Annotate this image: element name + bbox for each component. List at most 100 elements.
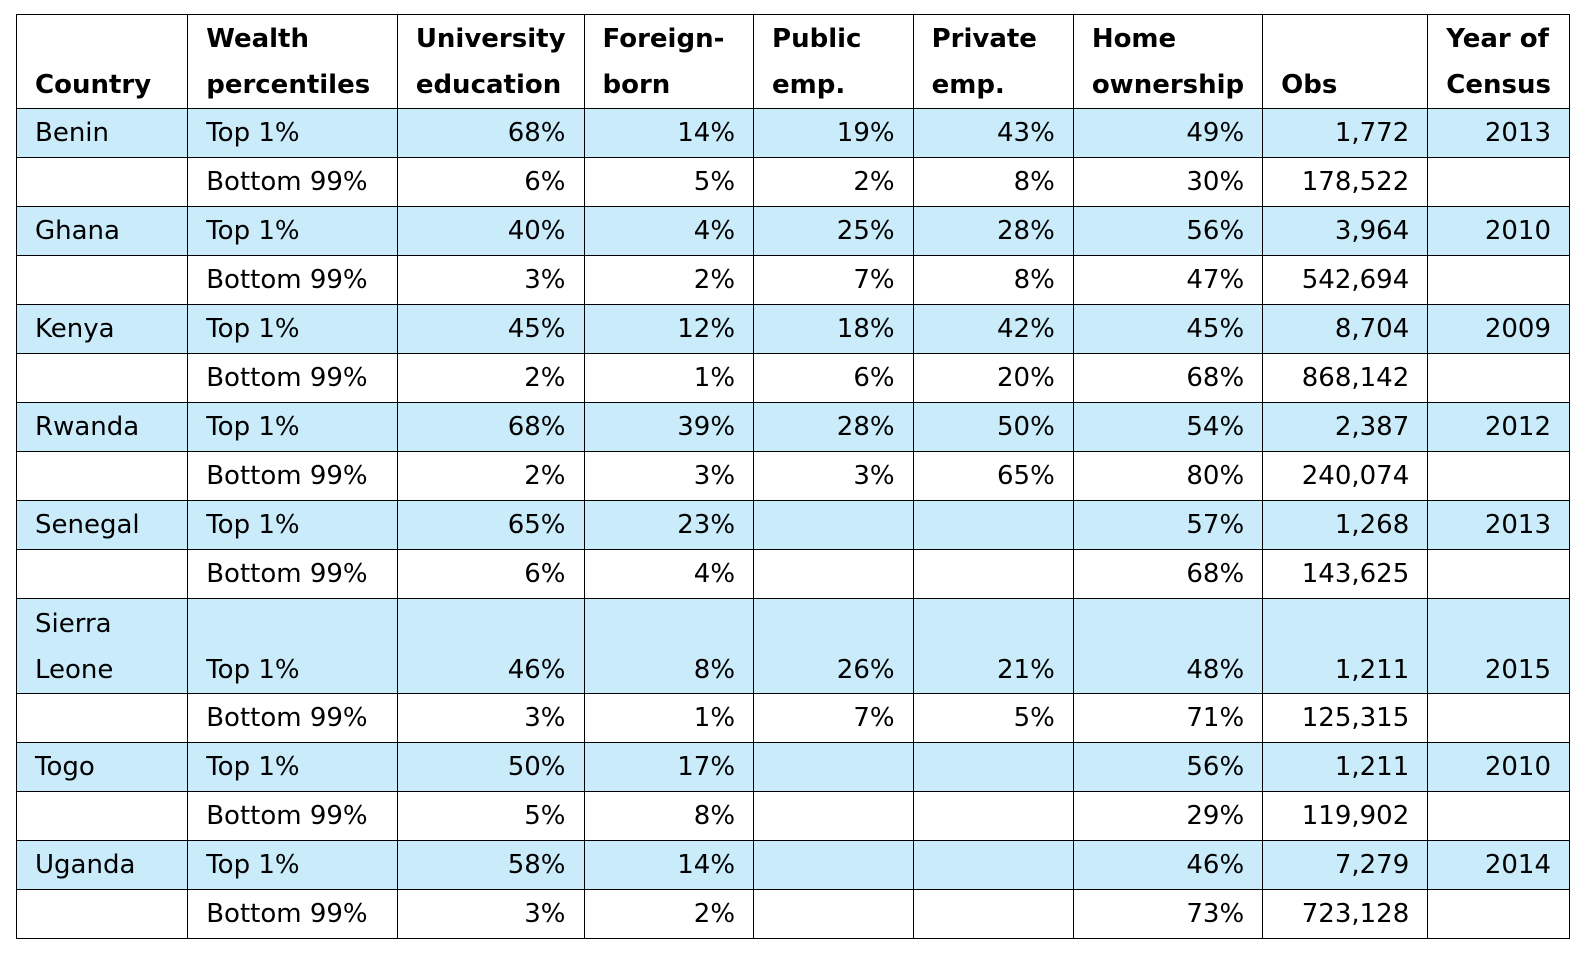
cell-public-emp: 26% xyxy=(753,598,914,694)
table-row: Bottom 99% 3% 1% 7% 5% 71% 125,315 xyxy=(15,693,1570,743)
cell-home-ownership: 56% xyxy=(1072,206,1264,256)
cell-wealth-percentile: Bottom 99% xyxy=(187,451,398,501)
cell-private-emp: 28% xyxy=(912,206,1074,256)
cell-foreign-born: 4% xyxy=(583,206,755,256)
cell-foreign-born: 5% xyxy=(583,157,755,207)
cell-obs: 8,704 xyxy=(1262,304,1429,354)
cell-obs: 723,128 xyxy=(1262,889,1429,939)
table-row: Senegal Top 1% 65% 23% 57% 1,268 2013 xyxy=(15,500,1570,550)
cell-year-of-census xyxy=(1427,791,1570,841)
cell-obs: 1,211 xyxy=(1262,742,1429,792)
table-row: Bottom 99% 3% 2% 73% 723,128 xyxy=(15,889,1570,939)
cell-private-emp: 43% xyxy=(912,108,1074,158)
table-row: Bottom 99% 5% 8% 29% 119,902 xyxy=(15,791,1570,841)
cell-wealth-percentile: Top 1% xyxy=(187,108,398,158)
cell-private-emp: 8% xyxy=(912,157,1074,207)
cell-year-of-census xyxy=(1427,549,1570,599)
cell-home-ownership: 49% xyxy=(1072,108,1264,158)
cell-university-education: 3% xyxy=(396,693,585,743)
cell-university-education: 2% xyxy=(396,451,585,501)
cell-public-emp xyxy=(753,791,914,841)
cell-foreign-born: 8% xyxy=(583,598,755,694)
cell-foreign-born: 14% xyxy=(583,840,755,890)
cell-year-of-census xyxy=(1427,693,1570,743)
cell-university-education: 3% xyxy=(396,889,585,939)
cell-year-of-census: 2013 xyxy=(1427,500,1570,550)
cell-country: Ghana xyxy=(15,206,189,256)
cell-home-ownership: 57% xyxy=(1072,500,1264,550)
table-row: Benin Top 1% 68% 14% 19% 43% 49% 1,772 2013 xyxy=(15,108,1570,158)
cell-university-education: 68% xyxy=(396,402,585,452)
header-wealth-percentiles: Wealth percentiles xyxy=(187,14,398,109)
cell-wealth-percentile: Bottom 99% xyxy=(187,889,398,939)
cell-country xyxy=(15,889,189,939)
cell-home-ownership: 48% xyxy=(1072,598,1264,694)
cell-wealth-percentile: Bottom 99% xyxy=(187,791,398,841)
wealth-distribution-table: Country Wealth percentiles University ed… xyxy=(15,14,1570,939)
header-year-of-census: Year of Census xyxy=(1427,14,1570,109)
cell-foreign-born: 14% xyxy=(583,108,755,158)
cell-private-emp: 65% xyxy=(912,451,1074,501)
cell-year-of-census xyxy=(1427,157,1570,207)
table-row: Ghana Top 1% 40% 4% 25% 28% 56% 3,964 2010 xyxy=(15,206,1570,256)
cell-home-ownership: 56% xyxy=(1072,742,1264,792)
cell-foreign-born: 23% xyxy=(583,500,755,550)
table-row: Bottom 99% 3% 2% 7% 8% 47% 542,694 xyxy=(15,255,1570,305)
cell-obs: 542,694 xyxy=(1262,255,1429,305)
cell-university-education: 2% xyxy=(396,353,585,403)
cell-public-emp: 6% xyxy=(753,353,914,403)
cell-year-of-census xyxy=(1427,451,1570,501)
cell-obs: 178,522 xyxy=(1262,157,1429,207)
cell-private-emp: 50% xyxy=(912,402,1074,452)
header-private-emp: Private emp. xyxy=(912,14,1074,109)
cell-home-ownership: 80% xyxy=(1072,451,1264,501)
cell-home-ownership: 29% xyxy=(1072,791,1264,841)
cell-country: Sierra Leone xyxy=(15,598,189,694)
table-row: Uganda Top 1% 58% 14% 46% 7,279 2014 xyxy=(15,840,1570,890)
cell-wealth-percentile: Top 1% xyxy=(187,598,398,694)
cell-home-ownership: 46% xyxy=(1072,840,1264,890)
cell-foreign-born: 1% xyxy=(583,353,755,403)
cell-obs: 7,279 xyxy=(1262,840,1429,890)
cell-university-education: 6% xyxy=(396,549,585,599)
cell-public-emp xyxy=(753,889,914,939)
cell-foreign-born: 39% xyxy=(583,402,755,452)
cell-country xyxy=(15,157,189,207)
cell-private-emp: 21% xyxy=(912,598,1074,694)
cell-year-of-census: 2013 xyxy=(1427,108,1570,158)
table-body: Benin Top 1% 68% 14% 19% 43% 49% 1,772 2013 Botto… xyxy=(15,108,1570,939)
cell-year-of-census: 2010 xyxy=(1427,742,1570,792)
cell-wealth-percentile: Bottom 99% xyxy=(187,157,398,207)
cell-wealth-percentile: Top 1% xyxy=(187,304,398,354)
cell-obs: 1,211 xyxy=(1262,598,1429,694)
cell-foreign-born: 2% xyxy=(583,889,755,939)
cell-university-education: 6% xyxy=(396,157,585,207)
cell-private-emp: 20% xyxy=(912,353,1074,403)
cell-country xyxy=(15,353,189,403)
cell-foreign-born: 1% xyxy=(583,693,755,743)
cell-public-emp: 7% xyxy=(753,693,914,743)
cell-public-emp: 18% xyxy=(753,304,914,354)
cell-year-of-census: 2014 xyxy=(1427,840,1570,890)
table-row: Togo Top 1% 50% 17% 56% 1,211 2010 xyxy=(15,742,1570,792)
cell-obs: 1,772 xyxy=(1262,108,1429,158)
cell-obs: 2,387 xyxy=(1262,402,1429,452)
cell-private-emp xyxy=(912,791,1074,841)
header-home-ownership: Home ownership xyxy=(1072,14,1264,109)
cell-home-ownership: 68% xyxy=(1072,353,1264,403)
cell-wealth-percentile: Top 1% xyxy=(187,206,398,256)
cell-obs: 143,625 xyxy=(1262,549,1429,599)
cell-university-education: 68% xyxy=(396,108,585,158)
cell-university-education: 65% xyxy=(396,500,585,550)
cell-public-emp: 3% xyxy=(753,451,914,501)
cell-public-emp: 2% xyxy=(753,157,914,207)
cell-public-emp xyxy=(753,840,914,890)
cell-foreign-born: 12% xyxy=(583,304,755,354)
cell-wealth-percentile: Bottom 99% xyxy=(187,549,398,599)
cell-wealth-percentile: Top 1% xyxy=(187,742,398,792)
cell-public-emp: 25% xyxy=(753,206,914,256)
cell-obs: 119,902 xyxy=(1262,791,1429,841)
cell-public-emp: 7% xyxy=(753,255,914,305)
cell-foreign-born: 3% xyxy=(583,451,755,501)
cell-obs: 3,964 xyxy=(1262,206,1429,256)
